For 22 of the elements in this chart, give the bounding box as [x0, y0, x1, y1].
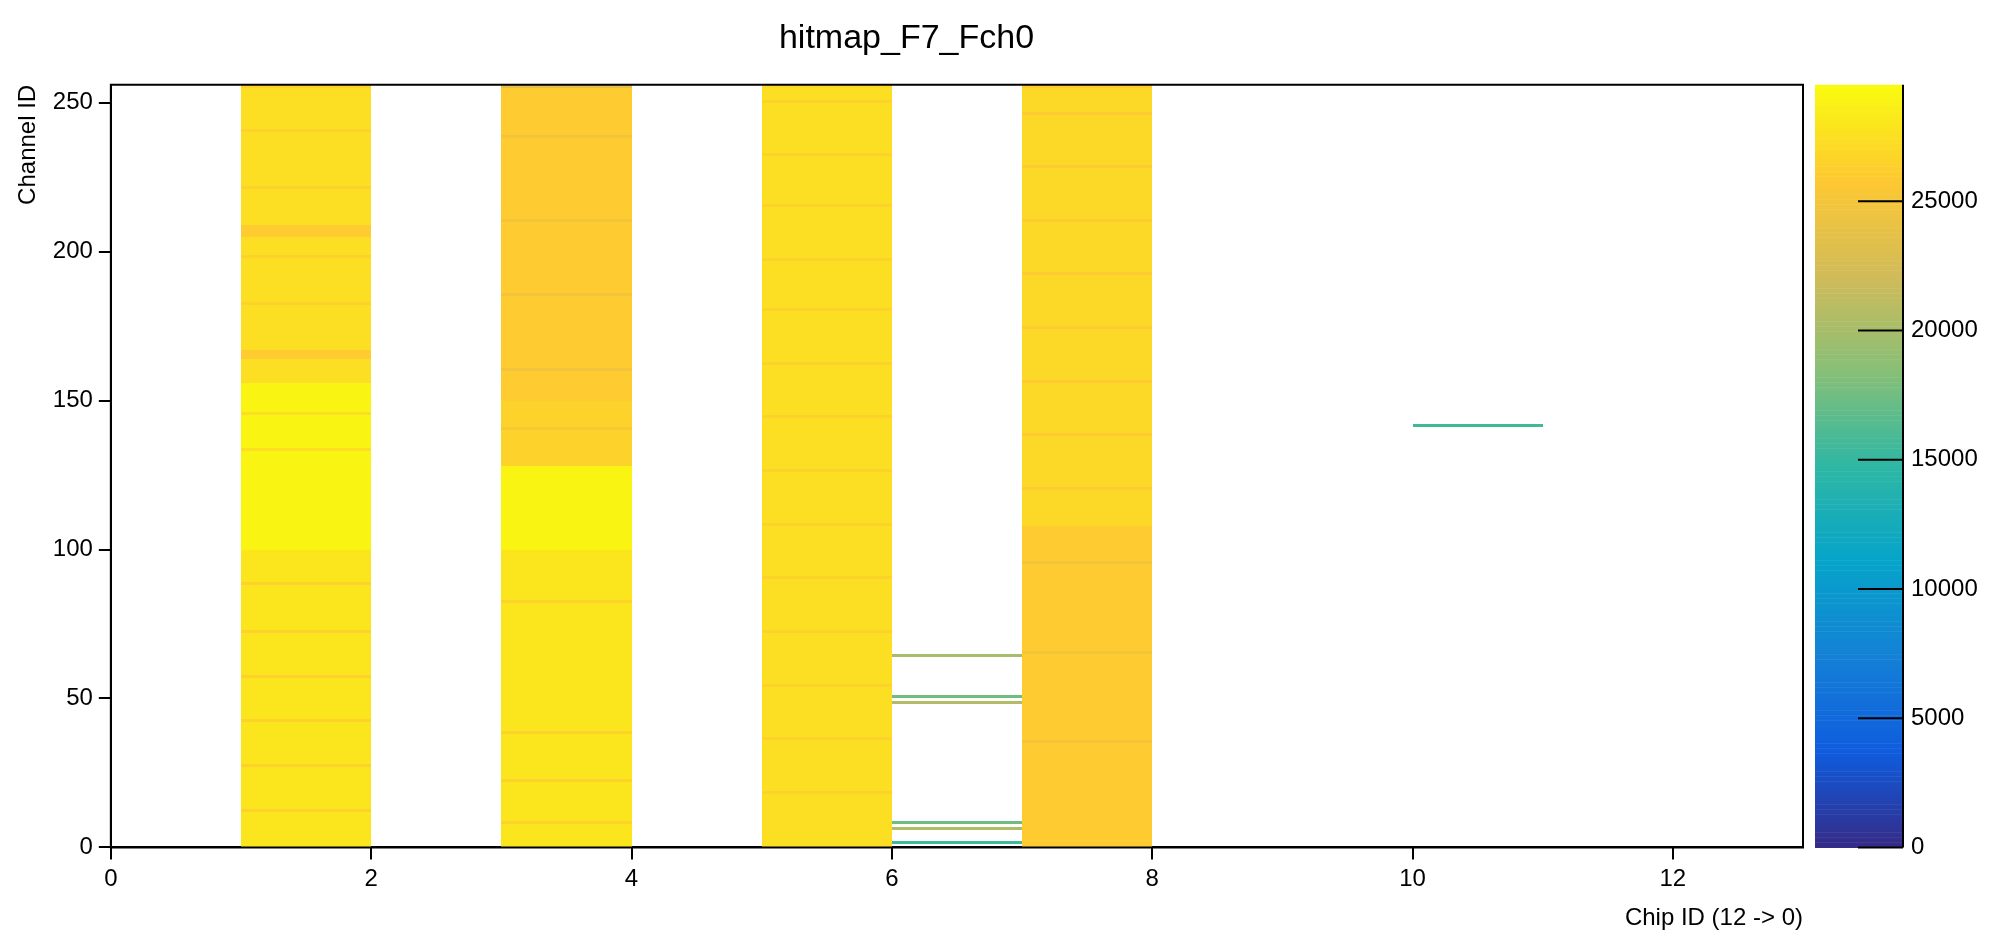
- y-tick-label: 0: [79, 832, 93, 860]
- color-bar-label: 15000: [1911, 444, 1978, 472]
- y-tick-label: 50: [66, 683, 93, 711]
- y-tick-label: 150: [52, 385, 93, 413]
- x-tick-label: 10: [1399, 864, 1426, 892]
- x-tick-label: 0: [104, 864, 118, 892]
- chart-title: hitmap_F7_Fch0: [778, 16, 1035, 55]
- y-tick-label: 200: [52, 236, 93, 264]
- color-bar-label: 20000: [1911, 315, 1978, 343]
- x-tick-label: 6: [885, 864, 899, 892]
- x-tick-label: 8: [1145, 864, 1159, 892]
- x-tick-label: 4: [624, 864, 639, 892]
- x-tick-label: 2: [364, 864, 378, 892]
- y-tick-label: 100: [52, 534, 93, 562]
- x-axis-title: Chip ID (12 -> 0): [1624, 903, 1803, 931]
- color-bar-label: 25000: [1911, 185, 1978, 213]
- color-bar-label: 0: [1911, 832, 1925, 860]
- y-axis-title: Channel ID: [13, 84, 41, 205]
- color-bar-label: 5000: [1911, 702, 1965, 730]
- color-bar-label: 10000: [1911, 573, 1978, 601]
- x-tick-label: 12: [1659, 864, 1687, 892]
- y-tick-label: 250: [52, 87, 93, 115]
